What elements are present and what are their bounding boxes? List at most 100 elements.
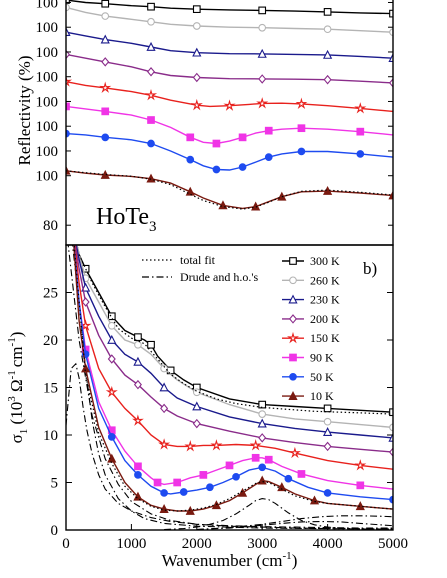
data-point <box>192 401 202 411</box>
x-axis-label: Wavenumber (cm-1) <box>162 550 298 570</box>
series-300-k <box>76 245 393 417</box>
series-260-k <box>76 245 393 432</box>
data-point <box>288 446 301 459</box>
series-line <box>66 105 393 145</box>
data-point <box>147 139 155 148</box>
data-point <box>258 433 267 443</box>
data-point <box>257 475 267 485</box>
data-point <box>389 423 393 432</box>
data-point <box>192 72 201 83</box>
fit-curve <box>73 245 393 512</box>
component-curve <box>67 245 393 530</box>
panel-label: b) <box>363 259 377 278</box>
data-point <box>66 49 71 60</box>
legend-marker <box>289 372 297 381</box>
data-point <box>147 116 155 124</box>
legend-marker <box>289 276 297 285</box>
y-tick-label: 100 <box>36 144 59 160</box>
data-point <box>277 482 287 492</box>
legend-marker <box>286 331 300 344</box>
data-point <box>354 102 367 114</box>
data-point <box>105 385 118 398</box>
data-point <box>134 333 142 342</box>
data-point <box>184 440 197 452</box>
y-axis-label: Reflectivity (%) <box>15 56 34 166</box>
y-tick-label: 100 <box>36 94 59 110</box>
data-point <box>66 75 73 87</box>
data-point <box>389 28 393 37</box>
data-point <box>210 439 223 451</box>
legend-label: 230 K <box>310 293 340 307</box>
series-150-k <box>66 75 393 114</box>
data-point <box>388 432 393 442</box>
data-point <box>147 340 155 349</box>
data-point <box>66 165 71 175</box>
panel-b-frame <box>65 244 394 531</box>
data-point <box>258 74 267 84</box>
legend-label: 90 K <box>310 351 334 365</box>
data-point <box>144 89 158 101</box>
y-tick-label: 100 <box>36 169 59 185</box>
legend-label: 260 K <box>310 273 340 287</box>
legend-label: 150 K <box>310 331 340 345</box>
data-point <box>206 483 214 492</box>
data-point <box>225 461 234 470</box>
panel-b-conductivity: 0 5 10 15 20 25 0 1000 2000 3000 4000 5000 Wavenumbe… <box>6 244 408 570</box>
data-point <box>192 418 201 429</box>
y-tick-label: 20 <box>43 333 58 349</box>
data-point <box>146 173 156 183</box>
y-tick-label: 100 <box>36 0 59 11</box>
data-point <box>160 403 169 414</box>
data-point <box>185 186 195 196</box>
series-230-k <box>66 27 393 63</box>
data-point <box>237 487 248 497</box>
component-curve <box>164 498 393 530</box>
series-line <box>66 170 393 210</box>
legend-label: 50 K <box>310 370 334 384</box>
data-point <box>277 191 287 201</box>
y-tick-label: 100 <box>36 20 59 36</box>
data-point <box>134 340 142 349</box>
data-point <box>249 439 262 451</box>
series-230-k <box>75 245 393 442</box>
data-point <box>264 455 273 464</box>
data-point <box>256 97 269 109</box>
data-point <box>100 34 110 44</box>
data-point <box>81 363 91 373</box>
data-point <box>356 481 365 490</box>
series-line <box>76 245 393 413</box>
data-point <box>199 471 208 479</box>
component-curve <box>196 520 393 530</box>
data-point <box>101 0 110 8</box>
legend-marker <box>288 390 298 400</box>
y-tick-label: 100 <box>36 119 59 135</box>
component-curve <box>196 515 393 530</box>
data-point <box>323 489 332 497</box>
data-point <box>297 470 306 478</box>
series-150-k <box>73 245 393 471</box>
data-point <box>284 474 293 483</box>
data-point <box>356 150 365 158</box>
data-point <box>323 417 332 426</box>
data-point <box>107 433 116 441</box>
data-point <box>107 321 116 330</box>
data-point <box>389 408 393 417</box>
data-point <box>388 78 393 88</box>
data-point <box>257 48 267 58</box>
x-tick-label: 0 <box>62 536 70 552</box>
y-label-sup3: -1 <box>6 337 18 346</box>
series-line <box>66 132 393 171</box>
y-label-close: ) <box>7 332 26 338</box>
data-point <box>238 163 247 171</box>
data-point <box>146 67 156 77</box>
legend-marker <box>289 257 297 265</box>
series-90-k <box>66 102 393 148</box>
y-tick-label: 10 <box>43 428 58 444</box>
data-point <box>323 441 332 452</box>
data-point <box>192 22 201 30</box>
x-tick-label: 1000 <box>116 536 146 552</box>
data-point <box>101 133 110 142</box>
data-point <box>190 98 203 111</box>
data-point <box>134 462 142 471</box>
